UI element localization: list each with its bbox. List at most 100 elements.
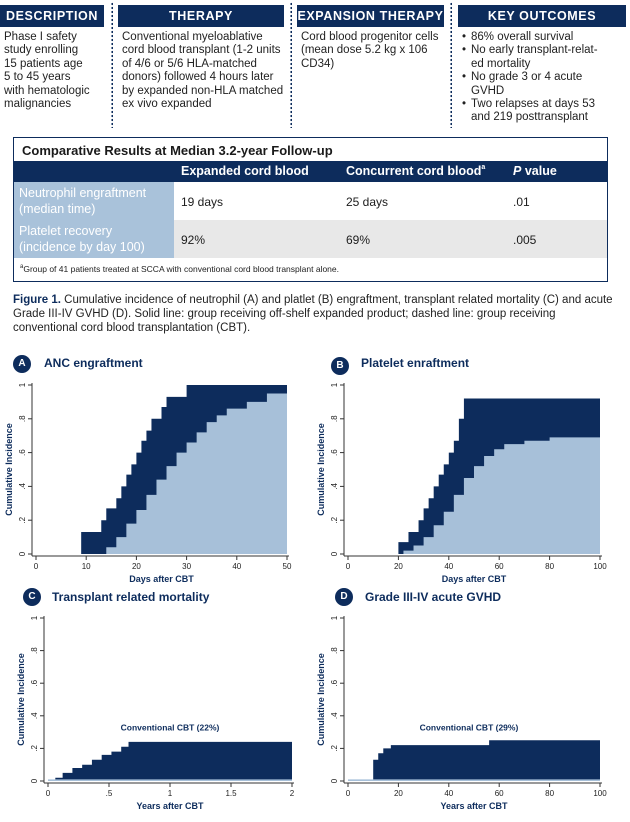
chart-acute-gvhd: 0 20 40 60 80 100 0 .2 .4 .6 .8 1 Years after CBT Cum…	[316, 615, 607, 811]
row-label: Platelet recovery (incidence by day 100)	[14, 220, 174, 258]
x-tick-label: 20	[394, 789, 403, 798]
x-tick-label: 1.5	[225, 789, 237, 798]
y-axis-label: Cumulative Incidence	[16, 653, 26, 746]
panel-title: Platelet enraftment	[361, 356, 470, 370]
y-axis-label: Cumulative Incidence	[316, 653, 326, 746]
y-tick-label: .8	[30, 647, 39, 654]
results-table: Comparative Results at Median 3.2-year F…	[13, 137, 608, 282]
y-tick-label: .6	[30, 679, 39, 686]
panel-badge: B	[331, 357, 349, 375]
therapy-text: Conventional myeloablative cord blood tr…	[122, 31, 283, 111]
figure-caption: Figure 1. Cumulative incidence of neutro…	[13, 293, 618, 336]
x-tick-label: 0	[46, 789, 51, 798]
x-tick-label: 20	[394, 562, 403, 571]
description-text: Phase I safety study enrolling 15 patien…	[4, 31, 90, 111]
x-axis-label: Days after CBT	[442, 574, 507, 584]
y-tick-label: 1	[330, 615, 339, 620]
panel-badge: D	[335, 588, 353, 606]
x-tick-label: 40	[232, 562, 241, 571]
cell-expanded: 19 days	[181, 195, 224, 209]
panel-badge: C	[23, 588, 41, 606]
y-tick-label: 0	[30, 778, 39, 783]
panel-a: A ANC engraftment 0 10 20 30 40 50 0 .2 .4 .6 .8 1 D…	[0, 345, 315, 585]
cell-expanded: 92%	[181, 233, 206, 247]
y-axis-label: Cumulative Incidence	[4, 423, 14, 516]
caption-label: Figure 1.	[13, 294, 61, 306]
y-tick-label: 1	[18, 382, 27, 387]
outcomes-list: 86% overall survival No early transplant…	[462, 31, 598, 125]
row-label: Neutrophil engraftment (median time)	[14, 182, 174, 220]
therapy-line: Conventional myeloablative	[122, 31, 263, 43]
series-area-second	[36, 393, 287, 554]
table-footnote: aGroup of 41 patients treated at SCCA wi…	[20, 264, 339, 274]
therapy-line: ex vivo expanded	[122, 98, 212, 111]
x-tick-label: 0	[34, 562, 39, 571]
therapy-header: THERAPY	[118, 5, 284, 27]
cell-pvalue: .01	[513, 195, 530, 209]
table-title: Comparative Results at Median 3.2-year F…	[22, 143, 333, 158]
chart-anc-engraftment: 0 10 20 30 40 50 0 .2 .4 .6 .8 1 Days after CBT Cumul…	[4, 382, 292, 584]
x-tick-label: 100	[593, 562, 607, 571]
chart-annotation: Conventional CBT (22%)	[121, 722, 220, 732]
expansion-text: Cord blood progenitor cells (mean dose 5…	[301, 31, 438, 71]
outcomes-column: KEY OUTCOMES 86% overall survival No ear…	[458, 0, 626, 126]
cell-concurrent: 25 days	[346, 195, 389, 209]
therapy-line: donors) followed 4 hours later	[122, 71, 274, 84]
y-tick-label: .4	[330, 712, 339, 719]
panel-title: Grade III-IV acute GVHD	[365, 590, 502, 604]
col-header-concurrent: Concurrent cord blooda	[346, 163, 486, 178]
description-line: with hematologic	[4, 84, 90, 97]
panel-d: D Grade III-IV acute GVHD 0 20 40 60 80 100 0.…	[315, 585, 630, 822]
therapy-line: of 4/6 or 5/6 HLA-matched	[122, 57, 257, 70]
expansion-line: (mean dose 5.2 kg x 106	[301, 44, 428, 57]
series-area-first	[348, 740, 600, 781]
x-tick-label: 0	[346, 562, 351, 571]
description-line: 5 to 45 years	[4, 71, 71, 84]
x-tick-label: 40	[444, 562, 453, 571]
y-tick-label: .4	[30, 712, 39, 719]
x-tick-label: 50	[283, 562, 292, 571]
outcome-item: 86% overall survival	[462, 31, 598, 45]
x-tick-label: 30	[182, 562, 191, 571]
dotted-divider	[111, 2, 113, 128]
description-line: 15 patients age	[4, 57, 83, 70]
description-header: DESCRIPTION	[0, 5, 104, 27]
y-tick-label: .6	[330, 449, 339, 456]
y-tick-label: 1	[30, 615, 39, 620]
panel-title: ANC engraftment	[44, 356, 143, 370]
dotted-divider	[290, 2, 292, 128]
y-tick-label: .6	[330, 679, 339, 686]
x-tick-label: 60	[495, 562, 504, 571]
y-axis-label: Cumulative Incidence	[316, 423, 326, 516]
y-tick-label: 0	[18, 551, 27, 556]
panel-c: C Transplant related mortality 0.5 1 1.5 2 0…	[0, 585, 315, 822]
x-tick-label: 20	[132, 562, 141, 571]
x-tick-label: 1	[168, 789, 173, 798]
caption-text: Cumulative incidence of neutrophil (A) a…	[13, 294, 613, 335]
x-tick-label: .5	[106, 789, 113, 798]
expansion-header: EXPANSION THERAPY	[297, 5, 444, 27]
x-tick-label: 10	[82, 562, 91, 571]
x-axis-label: Years after CBT	[136, 801, 204, 811]
x-axis-label: Days after CBT	[129, 574, 194, 584]
cell-concurrent: 69%	[346, 233, 371, 247]
series-area-second	[348, 437, 600, 554]
y-tick-label: 1	[330, 382, 339, 387]
description-column: DESCRIPTION Phase I safety study enrolli…	[0, 0, 104, 126]
expansion-line: CD34)	[301, 57, 335, 70]
series-area-second	[48, 779, 292, 781]
x-tick-label: 0	[346, 789, 351, 798]
y-tick-label: .4	[330, 483, 339, 490]
y-tick-label: 0	[330, 778, 339, 783]
therapy-column: THERAPY Conventional myeloablative cord …	[118, 0, 284, 126]
expansion-line: Cord blood progenitor cells	[301, 31, 439, 43]
chart-platelet-engraftment: 0 20 40 60 80 100 0 .2 .4 .6 .8 1 Days after CBT Cumu…	[316, 382, 607, 584]
y-tick-label: .6	[18, 449, 27, 456]
x-tick-label: 60	[495, 789, 504, 798]
chart-annotation: Conventional CBT (29%)	[420, 722, 519, 732]
x-tick-label: 40	[444, 789, 453, 798]
chart-transplant-mortality: 0 .5 1 1.5 2 0 .2 .4 .6 .8 1 Years after CBT Cumulat…	[16, 615, 295, 811]
series-area-second	[348, 779, 600, 781]
